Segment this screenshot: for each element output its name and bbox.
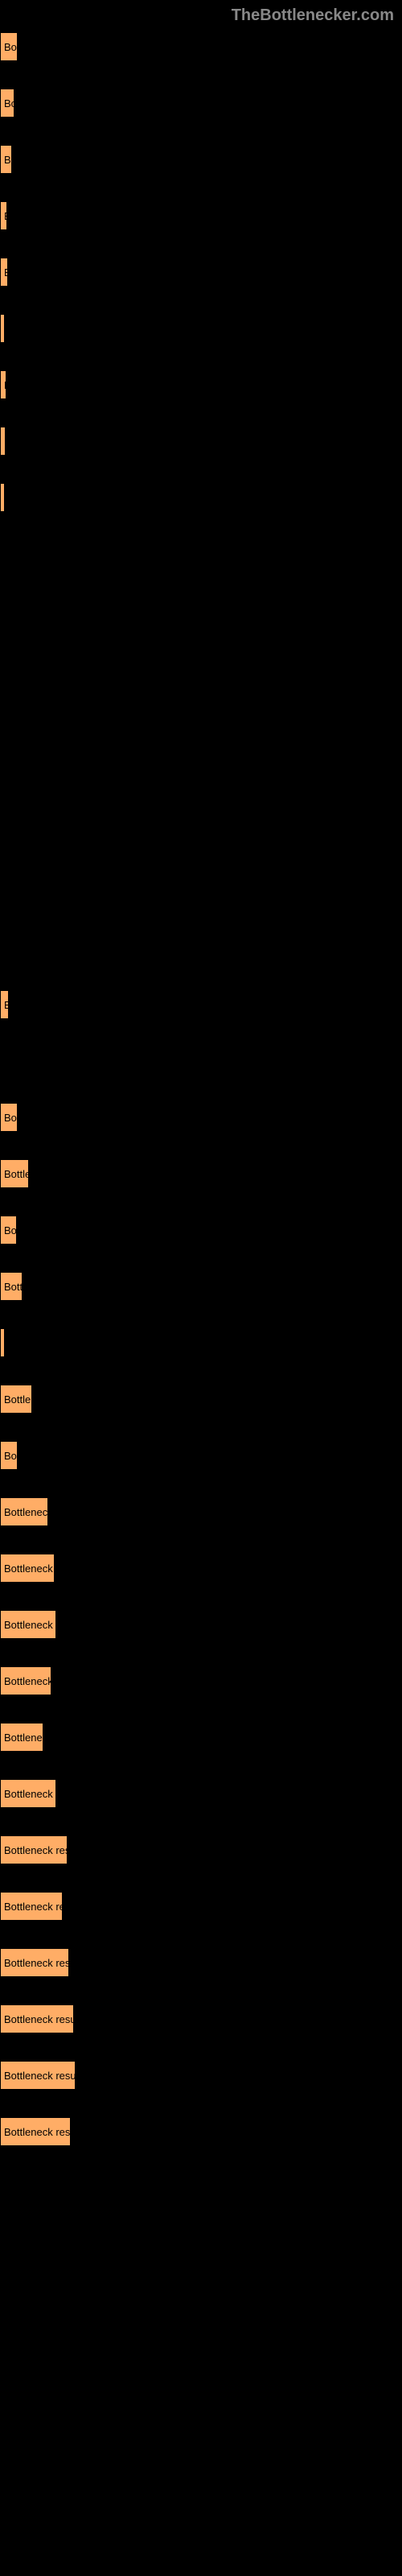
bar-row xyxy=(0,1046,402,1075)
bar-label: Bottleneck result xyxy=(4,210,7,222)
bar-label: Bottleneck result xyxy=(4,1563,55,1575)
bar-label: Bottleneck result xyxy=(4,97,14,109)
bar: Bottleneck result xyxy=(0,201,7,230)
bar-row: Bottleneck result xyxy=(0,1554,402,1583)
bar-row xyxy=(0,596,402,625)
bar-label: Bottleneck result xyxy=(4,999,9,1011)
bar: Bottleneck result xyxy=(0,145,12,174)
bar-row: Bottleneck result xyxy=(0,2061,402,2090)
bar-row: Bottleneck result xyxy=(0,89,402,118)
bar: Bottleneck result xyxy=(0,1216,17,1245)
bar-label: Bottleneck result xyxy=(4,154,12,166)
bar: Bottleneck result xyxy=(0,2004,74,2033)
bar-label: Bottleneck result xyxy=(4,492,5,504)
bar: Bottleneck result xyxy=(0,1103,18,1132)
bar-row: Bottleneck result xyxy=(0,32,402,61)
bar: Bottleneck result xyxy=(0,89,14,118)
bar-label: Bottleneck result xyxy=(4,1901,63,1913)
bar-row xyxy=(0,652,402,681)
bar-row xyxy=(0,877,402,906)
bar: Bottleneck result xyxy=(0,1723,43,1752)
bar-row: Bottleneck result xyxy=(0,2004,402,2033)
bar-label: Bottleneck result xyxy=(4,1393,32,1406)
bar-row xyxy=(0,821,402,850)
bar: Bottleneck result xyxy=(0,258,8,287)
bar-label: Bottleneck result xyxy=(4,2126,71,2138)
bar-label: Bottleneck result xyxy=(4,1844,68,1856)
bar-row xyxy=(0,708,402,737)
bar-row: Bottleneck result xyxy=(0,370,402,399)
bar-row: Bottleneck result xyxy=(0,201,402,230)
bar: Bottleneck result xyxy=(0,427,6,456)
bar: Bottleneck result xyxy=(0,1666,51,1695)
bar-label: Bottleneck result xyxy=(4,2013,74,2025)
bar-row xyxy=(0,934,402,963)
bar-label: Bottleneck result xyxy=(4,436,6,448)
bar-row: Bottleneck result xyxy=(0,1948,402,1977)
bar-row: Bottleneck result xyxy=(0,1385,402,1414)
bar-row: Bottleneck result xyxy=(0,258,402,287)
bar-row: Bottleneck result xyxy=(0,2117,402,2146)
bar-row: Bottleneck result xyxy=(0,1272,402,1301)
bar: Bottleneck result xyxy=(0,1385,32,1414)
bar: Bottleneck result xyxy=(0,1610,56,1639)
bar: Bottleneck result xyxy=(0,314,5,343)
bar: Bottleneck result xyxy=(0,2061,76,2090)
bar: Bottleneck result xyxy=(0,1328,5,1357)
bar-row: Bottleneck result xyxy=(0,1497,402,1526)
bar-label: Bottleneck result xyxy=(4,41,18,53)
bar-label: Bottleneck result xyxy=(4,1675,51,1687)
bar: Bottleneck result xyxy=(0,990,9,1019)
bar-label: Bottleneck result xyxy=(4,1450,18,1462)
bar-label: Bottleneck result xyxy=(4,1506,48,1518)
bar-row: Bottleneck result xyxy=(0,427,402,456)
bar-row: Bottleneck result xyxy=(0,1892,402,1921)
bar-label: Bottleneck result xyxy=(4,1619,56,1631)
bar-row: Bottleneck result xyxy=(0,1779,402,1808)
bar-label: Bottleneck result xyxy=(4,1337,5,1349)
bar: Bottleneck result xyxy=(0,1441,18,1470)
bar-row: Bottleneck result xyxy=(0,1216,402,1245)
bar: Bottleneck result xyxy=(0,483,5,512)
bar-label: Bottleneck result xyxy=(4,1957,69,1969)
watermark-text: TheBottlenecker.com xyxy=(232,6,394,25)
bar: Bottleneck result xyxy=(0,2117,71,2146)
bar-row: Bottleneck result xyxy=(0,1159,402,1188)
bar-label: Bottleneck result xyxy=(4,1732,43,1744)
bar: Bottleneck result xyxy=(0,1554,55,1583)
bar-row xyxy=(0,765,402,794)
bar-label: Bottleneck result xyxy=(4,1168,29,1180)
bar-label: Bottleneck result xyxy=(4,266,8,279)
bar-row: Bottleneck result xyxy=(0,314,402,343)
bar-row xyxy=(0,539,402,568)
bar: Bottleneck result xyxy=(0,370,6,399)
bar: Bottleneck result xyxy=(0,1892,63,1921)
bar: Bottleneck result xyxy=(0,1497,48,1526)
bar-row: Bottleneck result xyxy=(0,1835,402,1864)
bar-label: Bottleneck result xyxy=(4,2070,76,2082)
bar-row: Bottleneck result xyxy=(0,990,402,1019)
bar-row: Bottleneck result xyxy=(0,1610,402,1639)
bar-label: Bottleneck result xyxy=(4,1281,23,1293)
bar-row: Bottleneck result xyxy=(0,1328,402,1357)
bar: Bottleneck result xyxy=(0,1779,56,1808)
bar-row: Bottleneck result xyxy=(0,1666,402,1695)
bar-row: Bottleneck result xyxy=(0,1441,402,1470)
bar-row: Bottleneck result xyxy=(0,1723,402,1752)
bar-label: Bottleneck result xyxy=(4,1112,18,1124)
bar-label: Bottleneck result xyxy=(4,323,5,335)
bar-row: Bottleneck result xyxy=(0,483,402,512)
bar-row: Bottleneck result xyxy=(0,145,402,174)
bar-label: Bottleneck result xyxy=(4,1224,17,1236)
bar: Bottleneck result xyxy=(0,1948,69,1977)
bar: Bottleneck result xyxy=(0,32,18,61)
bar-row: Bottleneck result xyxy=(0,1103,402,1132)
bar-label: Bottleneck result xyxy=(4,379,6,391)
bar: Bottleneck result xyxy=(0,1272,23,1301)
bar-label: Bottleneck result xyxy=(4,1788,56,1800)
bar: Bottleneck result xyxy=(0,1159,29,1188)
bar: Bottleneck result xyxy=(0,1835,68,1864)
